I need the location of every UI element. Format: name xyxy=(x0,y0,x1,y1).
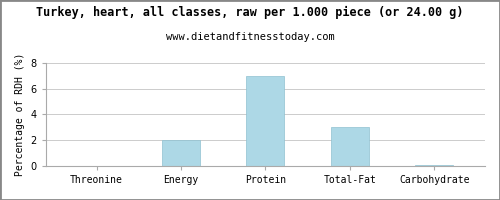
Text: Turkey, heart, all classes, raw per 1.000 piece (or 24.00 g): Turkey, heart, all classes, raw per 1.00… xyxy=(36,6,464,19)
Y-axis label: Percentage of RDH (%): Percentage of RDH (%) xyxy=(15,53,25,176)
Bar xyxy=(416,165,454,166)
Text: www.dietandfitnesstoday.com: www.dietandfitnesstoday.com xyxy=(166,32,334,42)
Bar xyxy=(331,127,369,166)
Bar xyxy=(246,76,284,166)
Bar xyxy=(162,140,200,166)
